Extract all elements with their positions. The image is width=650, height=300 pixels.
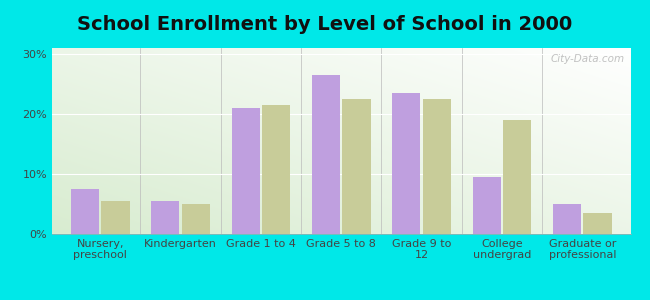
Text: School Enrollment by Level of School in 2000: School Enrollment by Level of School in … (77, 15, 573, 34)
Bar (151, 201, 179, 234)
Bar (312, 75, 340, 234)
Bar (182, 204, 210, 234)
Bar (71, 189, 99, 234)
Bar (343, 99, 370, 234)
Bar (262, 105, 291, 234)
Bar (473, 177, 501, 234)
Bar (422, 99, 451, 234)
Bar (584, 213, 612, 234)
Bar (101, 201, 129, 234)
Text: City-Data.com: City-Data.com (551, 54, 625, 64)
Bar (553, 204, 581, 234)
Bar (503, 120, 531, 234)
Bar (392, 93, 421, 234)
Bar (231, 108, 260, 234)
